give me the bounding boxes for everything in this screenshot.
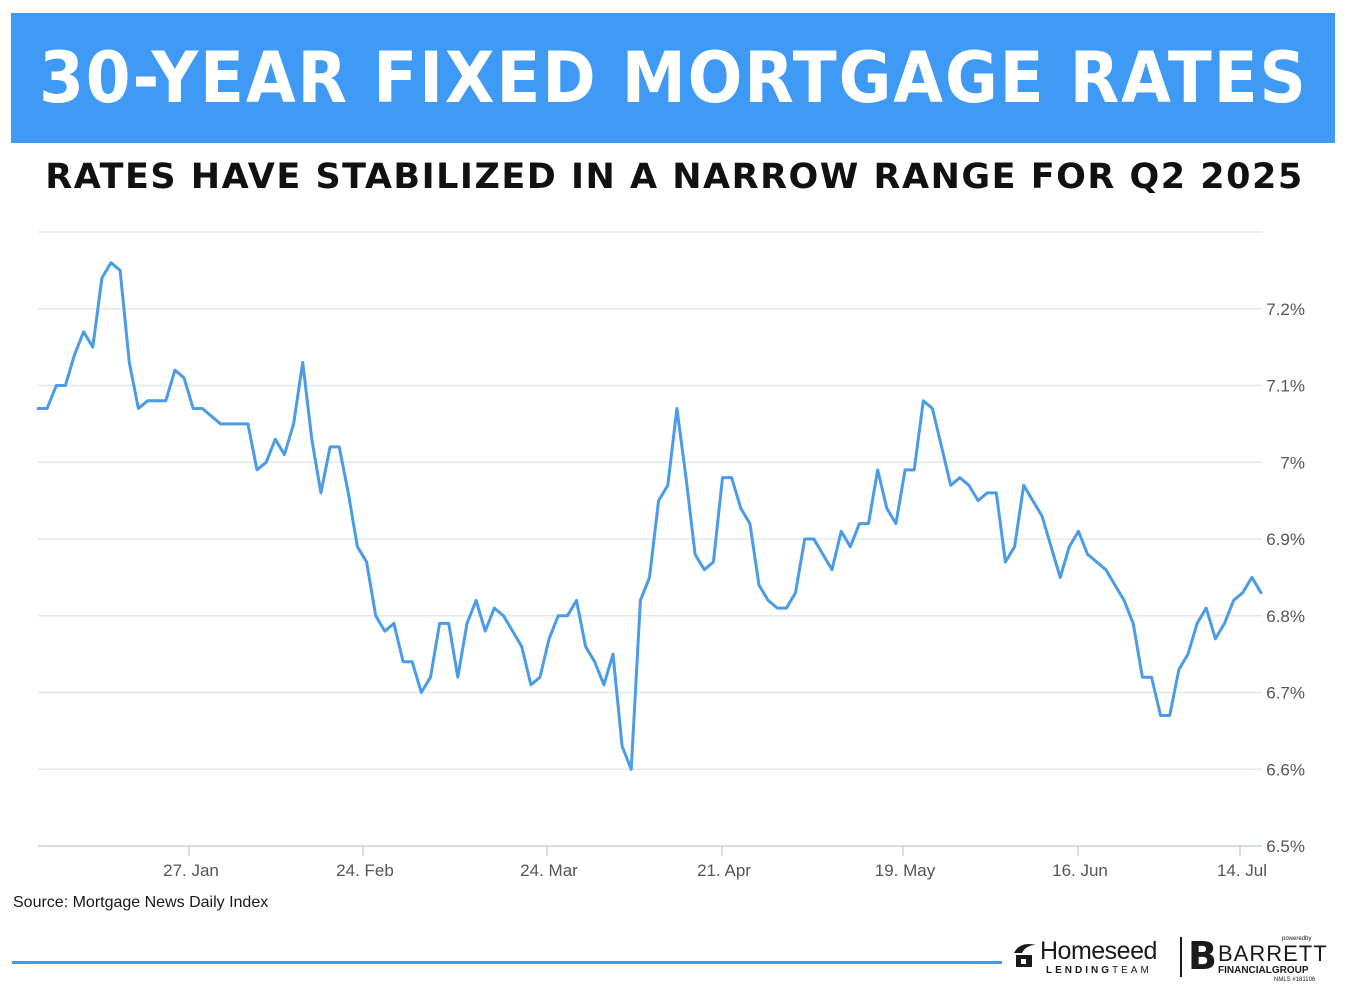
rate-series-line — [36, 261, 1263, 771]
y-tick-label: 7.2% — [1266, 300, 1305, 319]
y-tick-label: 7.1% — [1266, 377, 1305, 396]
nmls-number: NMLS #181106 — [1274, 977, 1316, 983]
x-tick-label: 27. Jan — [163, 861, 219, 880]
y-tick-label: 7% — [1280, 453, 1305, 472]
logo-divider — [1180, 937, 1182, 977]
footer-divider-line — [12, 961, 1002, 964]
x-tick-label: 14. Jul — [1217, 861, 1267, 880]
x-tick-label: 24. Mar — [520, 861, 578, 880]
line-chart: 6.5% 6.6% 6.7% 6.8% 6.9% 7% 7.1% 7.2% 27. Jan 24.… — [36, 231, 1305, 880]
barrett-b-icon: B — [1188, 934, 1217, 978]
partner-logos: Homeseed LENDINGTEAM B poweredby BARRETT… — [1012, 935, 1337, 985]
homeseed-house-icon — [1014, 944, 1036, 967]
y-tick-label: 6.9% — [1266, 530, 1305, 549]
x-tick-label: 21. Apr — [697, 861, 751, 880]
homeseed-logo-text: Homeseed — [1040, 937, 1157, 965]
x-tick-label: 19. May — [875, 861, 936, 880]
source-note: Source: Mortgage News Daily Index — [13, 894, 269, 911]
x-tick-label: 16. Jun — [1052, 861, 1108, 880]
chart-subtitle: RATES HAVE STABILIZED IN A NARROW RANGE … — [45, 157, 1304, 197]
y-tick-label: 6.8% — [1266, 607, 1305, 626]
powered-by-text: poweredby — [1282, 936, 1312, 942]
x-tick-label: 24. Feb — [336, 861, 394, 880]
homeseed-logo-subtext: LENDINGTEAM — [1046, 965, 1152, 976]
chart-title: 30-YEAR FIXED MORTGAGE RATES — [38, 37, 1308, 119]
title-banner: 30-YEAR FIXED MORTGAGE RATES — [11, 13, 1335, 143]
barrett-logo-text: BARRETT — [1218, 941, 1328, 966]
y-tick-label: 6.7% — [1266, 684, 1305, 703]
y-tick-label: 6.6% — [1266, 760, 1305, 779]
y-tick-label: 6.5% — [1266, 837, 1305, 856]
barrett-logo-subtext: FINANCIALGROUP — [1218, 965, 1309, 976]
